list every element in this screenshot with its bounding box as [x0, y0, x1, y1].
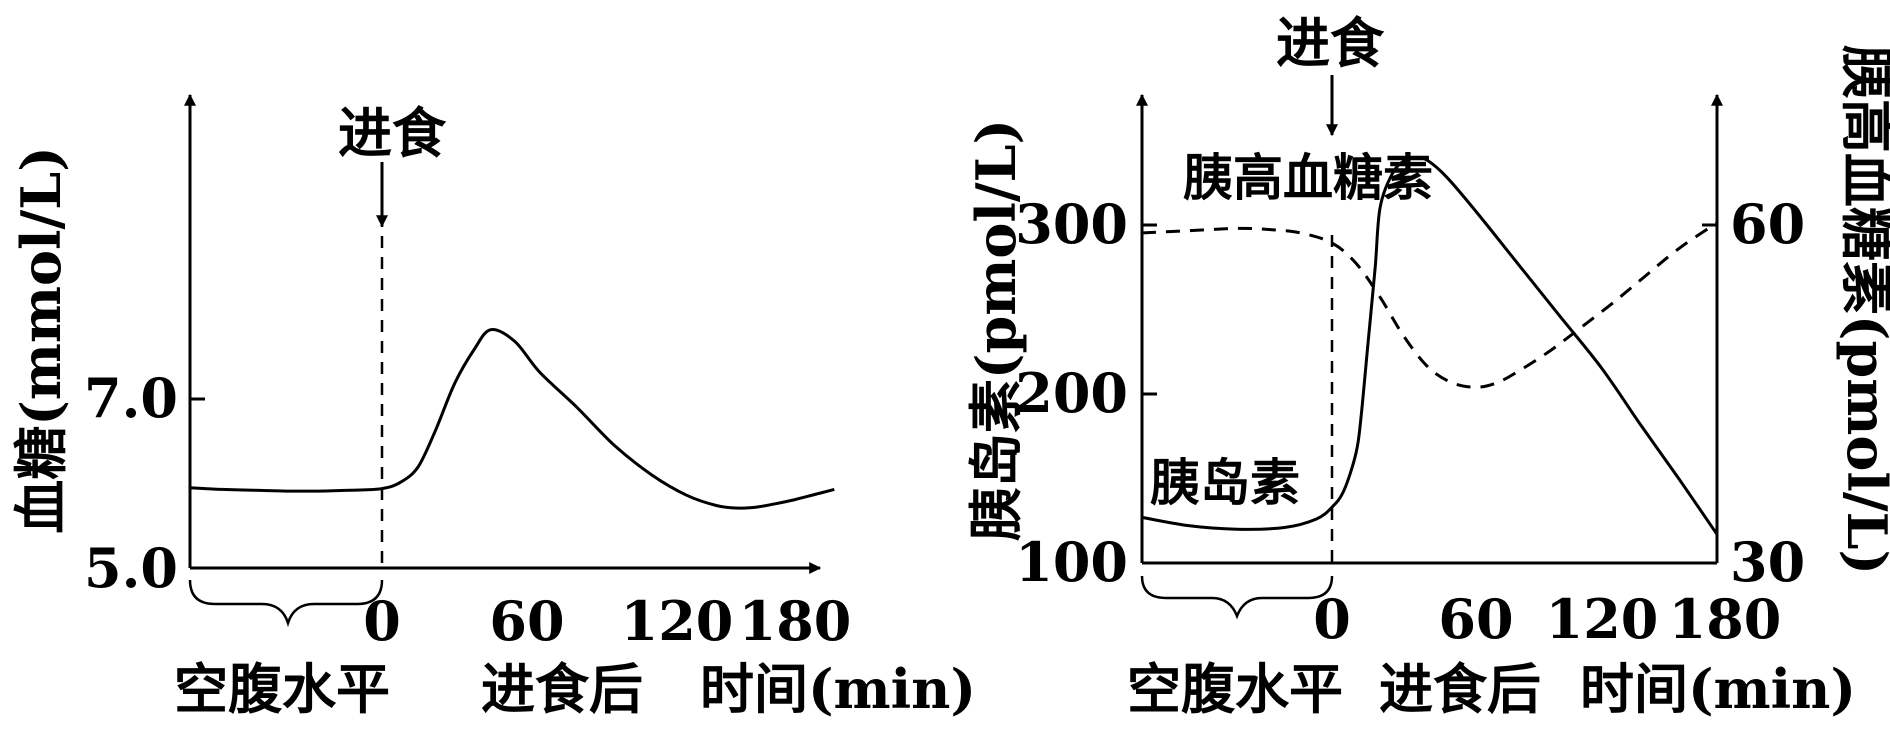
x-tick-label-60: 60: [489, 589, 564, 653]
fasting-label: 空腹水平: [174, 657, 390, 721]
x-tick-label-120: 120: [621, 589, 734, 653]
meal-label: 进食: [338, 101, 447, 165]
fasting-brace: [188, 579, 384, 628]
insulin-curve: [1141, 155, 1719, 536]
meal-label: 进食: [1276, 11, 1385, 75]
x-axis-label: 时间(min): [700, 657, 976, 721]
right-y-axis-label: 胰高血糖素(pmol/L): [1835, 45, 1890, 575]
x-tick-label-120: 120: [1546, 587, 1659, 651]
hormone-chart: 300 200 100 60 30 胰岛素(pmol/L) 胰高血糖素(pmol…: [964, 11, 1890, 721]
glucose-curve: [189, 328, 835, 510]
right-y-tick-label-30: 30: [1730, 530, 1805, 594]
right-y-tick-label-60: 60: [1730, 192, 1805, 256]
fasting-brace: [1140, 575, 1334, 620]
glucose-chart: 7.0 5.0 血糖(mmol/L) 进食 0 60 120 180 空腹水平 …: [9, 93, 976, 721]
left-y-tick-label-100: 100: [1015, 530, 1128, 594]
x-axis-label: 时间(min): [1580, 657, 1856, 721]
glucagon-curve: [1141, 221, 1718, 389]
left-y-tick-label-200: 200: [1015, 361, 1128, 425]
left-y-axis-label: 胰岛素(pmol/L): [964, 119, 1028, 541]
insulin-annotation: 胰岛素: [1150, 453, 1300, 512]
fasting-label: 空腹水平: [1127, 657, 1343, 721]
y-axis-label: 血糖(mmol/L): [9, 146, 73, 534]
y-tick-label-5: 5.0: [84, 536, 178, 600]
y-tick-label-7: 7.0: [84, 366, 178, 430]
x-tick-label-180: 180: [1669, 587, 1782, 651]
x-tick-label-0: 0: [1313, 587, 1351, 651]
x-tick-label-60: 60: [1438, 587, 1513, 651]
left-y-tick-label-300: 300: [1015, 192, 1128, 256]
after-meal-label: 进食后: [1379, 657, 1541, 721]
after-meal-label: 进食后: [481, 657, 643, 721]
x-tick-label-180: 180: [739, 589, 852, 653]
glucagon-annotation: 胰高血糖素: [1183, 148, 1433, 207]
x-tick-label-0: 0: [363, 589, 401, 653]
